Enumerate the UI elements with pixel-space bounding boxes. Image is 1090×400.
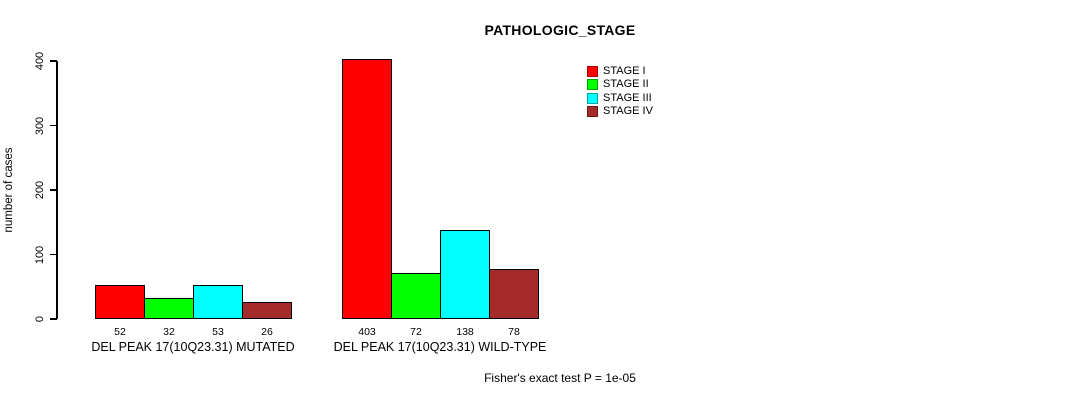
legend-swatch xyxy=(587,106,598,118)
y-tick-mark xyxy=(50,189,57,191)
bar-value-label: 52 xyxy=(114,326,126,338)
category-label: DEL PEAK 17(10Q23.31) MUTATED xyxy=(91,340,295,354)
stat-annotation: Fisher's exact test P = 1e-05 xyxy=(484,371,636,385)
legend-label: STAGE III xyxy=(603,91,652,104)
y-tick-label: 0 xyxy=(34,315,46,323)
y-axis-label: number of cases xyxy=(3,147,15,233)
bar-value-label: 78 xyxy=(508,326,520,338)
legend-row: STAGE I xyxy=(587,65,653,78)
legend-label: STAGE IV xyxy=(603,105,653,118)
y-tick-mark xyxy=(50,253,57,256)
bar xyxy=(489,269,539,319)
legend-swatch xyxy=(587,79,598,91)
bar-value-label: 26 xyxy=(261,326,273,338)
legend: STAGE I STAGE II STAGE III STAGE IV xyxy=(587,65,653,118)
y-tick-mark xyxy=(50,60,57,62)
legend-row: STAGE II xyxy=(587,78,653,91)
bar xyxy=(242,302,292,319)
bar-value-label: 32 xyxy=(163,326,175,338)
y-tick-mark xyxy=(50,124,57,127)
bar xyxy=(95,285,145,319)
y-tick-label: 400 xyxy=(34,51,46,71)
legend-label: STAGE II xyxy=(603,78,649,91)
bar-value-label: 403 xyxy=(358,326,376,338)
chart-title: PATHOLOGIC_STAGE xyxy=(484,22,636,38)
bar xyxy=(144,298,194,319)
legend-label: STAGE I xyxy=(603,65,646,78)
bar xyxy=(440,230,490,319)
bar-value-label: 72 xyxy=(410,326,422,338)
y-tick-label: 200 xyxy=(34,180,46,200)
y-tick-label: 300 xyxy=(34,116,46,135)
bar-value-label: 53 xyxy=(212,326,224,338)
y-tick-label: 100 xyxy=(34,245,46,264)
y-tick-mark xyxy=(50,318,57,320)
legend-swatch xyxy=(587,92,598,104)
legend-row: STAGE III xyxy=(587,92,653,105)
bar xyxy=(193,285,243,319)
legend-row: STAGE IV xyxy=(587,105,653,118)
bar xyxy=(342,59,392,319)
category-label: DEL PEAK 17(10Q23.31) WILD-TYPE xyxy=(333,340,547,354)
bar xyxy=(391,273,441,319)
bar-value-label: 138 xyxy=(456,326,474,338)
legend-swatch xyxy=(587,66,598,78)
